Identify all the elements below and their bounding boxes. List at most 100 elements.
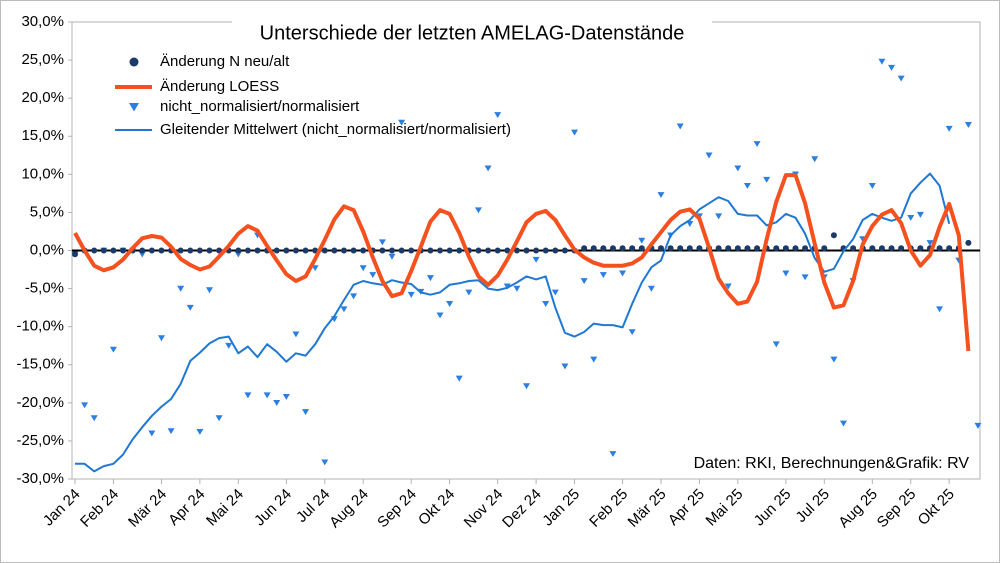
y-tick-label: 20,0% bbox=[21, 89, 64, 106]
y-tick-label: -5,0% bbox=[25, 280, 64, 297]
data-point bbox=[100, 247, 107, 254]
data-point bbox=[945, 125, 953, 132]
data-point bbox=[244, 247, 251, 254]
data-point bbox=[292, 331, 300, 338]
data-point bbox=[964, 122, 972, 128]
data-point bbox=[139, 247, 146, 254]
data-point bbox=[206, 247, 213, 254]
data-point bbox=[474, 207, 482, 214]
data-point bbox=[72, 251, 78, 258]
data-point bbox=[398, 247, 405, 254]
data-point bbox=[744, 245, 751, 252]
data-point bbox=[81, 402, 89, 409]
data-point bbox=[590, 356, 598, 363]
legend-label: Gleitender Mittelwert (nicht_normalisier… bbox=[160, 121, 511, 138]
data-point bbox=[782, 245, 789, 252]
data-point bbox=[676, 123, 684, 130]
data-point bbox=[407, 291, 415, 298]
data-point bbox=[177, 285, 185, 292]
data-point bbox=[90, 415, 98, 422]
data-point bbox=[186, 304, 194, 311]
data-point bbox=[504, 247, 511, 254]
data-point bbox=[91, 247, 98, 254]
data-point bbox=[917, 245, 924, 252]
data-point bbox=[946, 245, 953, 252]
data-point bbox=[850, 245, 857, 252]
data-point bbox=[302, 409, 310, 416]
data-point bbox=[677, 245, 684, 252]
legend-label: Änderung N neu/alt bbox=[160, 53, 290, 70]
data-point bbox=[215, 415, 223, 422]
data-point bbox=[360, 247, 367, 254]
data-point bbox=[878, 245, 885, 252]
data-point bbox=[532, 256, 540, 263]
data-point bbox=[609, 245, 616, 252]
data-point bbox=[378, 239, 386, 246]
data-point bbox=[542, 301, 550, 307]
data-point bbox=[533, 247, 540, 254]
data-point bbox=[580, 278, 588, 285]
data-point bbox=[830, 356, 838, 363]
data-point bbox=[600, 245, 607, 252]
data-point bbox=[426, 275, 434, 282]
data-point bbox=[552, 247, 559, 254]
data-point bbox=[254, 247, 261, 254]
data-point bbox=[801, 274, 809, 281]
data-point bbox=[196, 428, 204, 435]
data-point bbox=[715, 213, 723, 220]
data-point bbox=[523, 247, 530, 254]
data-point bbox=[619, 245, 626, 252]
data-point bbox=[494, 112, 502, 119]
data-point bbox=[398, 119, 406, 126]
data-point bbox=[657, 192, 665, 199]
data-point bbox=[763, 176, 771, 183]
data-point bbox=[513, 285, 521, 292]
data-point bbox=[273, 400, 281, 406]
data-point bbox=[868, 182, 876, 189]
data-point bbox=[427, 247, 434, 254]
data-point bbox=[734, 165, 742, 172]
data-point bbox=[503, 283, 511, 290]
data-point bbox=[657, 245, 664, 252]
data-point bbox=[196, 247, 203, 254]
data-point bbox=[359, 265, 367, 272]
data-point bbox=[340, 247, 347, 254]
data-point bbox=[696, 245, 703, 252]
data-point bbox=[205, 287, 213, 294]
data-point bbox=[282, 393, 290, 400]
data-point bbox=[830, 232, 837, 239]
chart-title: Unterschiede der letzten AMELAG-Datenstä… bbox=[260, 22, 685, 44]
data-point bbox=[321, 459, 329, 466]
data-point bbox=[350, 247, 357, 254]
data-point bbox=[283, 247, 290, 254]
data-point bbox=[705, 152, 713, 159]
data-point bbox=[888, 64, 896, 71]
data-point bbox=[628, 329, 636, 336]
data-point bbox=[379, 247, 386, 254]
data-point bbox=[907, 214, 915, 221]
data-point bbox=[167, 428, 175, 435]
y-tick-label: -30,0% bbox=[16, 470, 64, 487]
data-point bbox=[436, 312, 444, 319]
legend-label: nicht_normalisiert/normalisiert bbox=[160, 98, 360, 115]
legend-item: Änderung N neu/alt bbox=[129, 53, 290, 70]
data-point bbox=[225, 342, 233, 349]
data-point bbox=[158, 247, 165, 254]
data-point bbox=[331, 247, 338, 254]
title-box bbox=[232, 17, 712, 49]
data-point bbox=[599, 272, 607, 279]
legend-swatch bbox=[129, 103, 139, 112]
data-point bbox=[936, 245, 943, 252]
data-point bbox=[388, 253, 396, 260]
annotation-box bbox=[642, 452, 976, 476]
data-point bbox=[551, 289, 559, 296]
data-point bbox=[321, 247, 328, 254]
y-tick-label: 10,0% bbox=[21, 165, 64, 182]
annotation: Daten: RKI, Berechnungen&Grafik: RV bbox=[694, 455, 970, 472]
data-point bbox=[302, 247, 309, 254]
data-point bbox=[455, 375, 463, 382]
data-point bbox=[389, 247, 396, 254]
data-point bbox=[753, 141, 761, 148]
data-point bbox=[187, 247, 194, 254]
